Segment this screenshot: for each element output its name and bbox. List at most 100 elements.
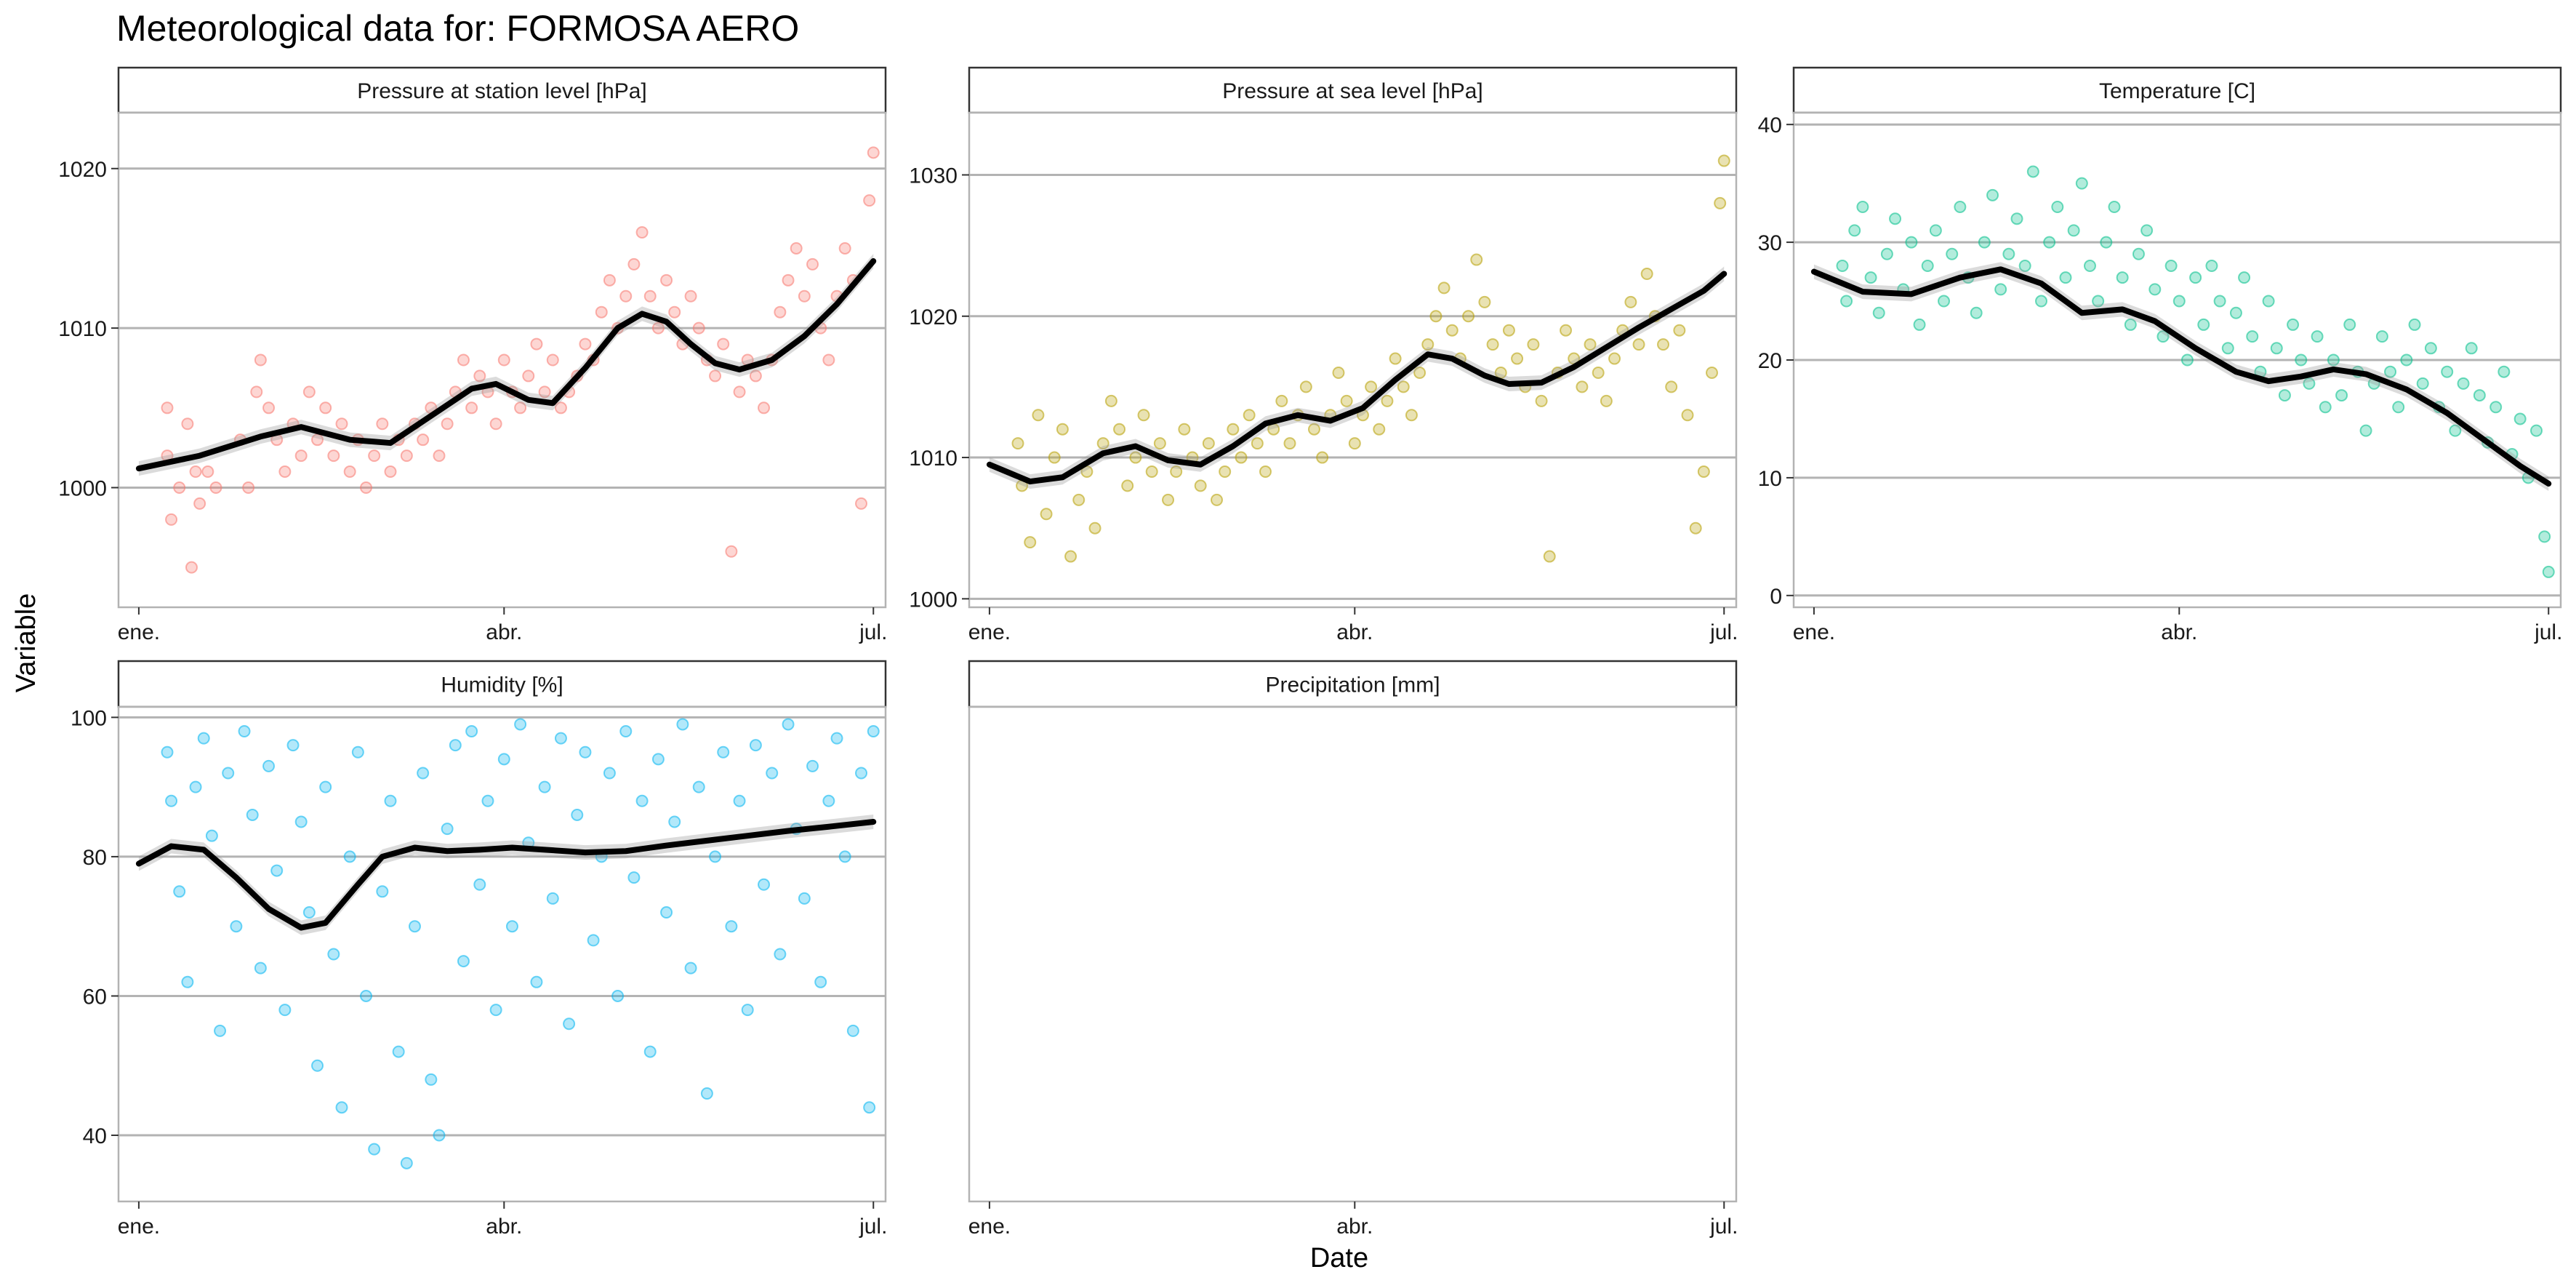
panel-2-point [1104, 394, 1118, 407]
panel-2-point [1584, 338, 1597, 351]
panel-4-point [806, 759, 819, 772]
panel-4-point [627, 871, 641, 884]
panel-4-point [457, 955, 470, 968]
panel-4-point [700, 1087, 713, 1100]
panel-3-point [2043, 236, 2056, 249]
panel-2-point [1235, 451, 1248, 464]
panel-4-point [814, 975, 827, 988]
panel-3-y-tick-label: 40 [1758, 113, 1782, 137]
panel-4-point [327, 948, 340, 961]
panel-2-point [1365, 380, 1378, 393]
panel-3-point [2327, 353, 2340, 367]
panel-2-point [1511, 352, 1524, 365]
x-axis-title: Date [1310, 1243, 1368, 1273]
panel-1-point [161, 401, 174, 415]
panel-3-point [1872, 306, 1885, 319]
panel-1-x-tick-label: jul. [859, 620, 887, 644]
panel-2-point [1576, 380, 1589, 393]
panel-2-point [1178, 423, 1191, 436]
panel-2-point [1113, 423, 1126, 436]
panel-1-trend-line [135, 258, 877, 472]
panel-4-strip [117, 660, 887, 708]
panel-2-point [1275, 394, 1288, 407]
panel-3-point [2416, 377, 2429, 390]
panel-3-point [1880, 247, 1893, 260]
panel-2-x-tick-label: abr. [1336, 620, 1373, 644]
panel-1-point [749, 369, 762, 383]
panel-3-point [2124, 318, 2137, 331]
panel-1-point [867, 146, 880, 159]
panel-4-point [554, 732, 567, 745]
panel-3-y-tick-label: 20 [1758, 349, 1782, 373]
panel-5: Precipitation [mm] ene. abr. jul. [968, 660, 1738, 1239]
panel-1-point [514, 401, 527, 415]
panel-4-x-tick-label: abr. [486, 1215, 522, 1239]
panel-4-plot-area [117, 705, 887, 1203]
panel-3-y-tick-label: 0 [1770, 585, 1782, 609]
panel-3-point [2059, 271, 2072, 284]
panel-4-point [400, 1156, 413, 1169]
panel-3-point [2303, 377, 2316, 390]
panel-1-point [384, 465, 397, 479]
panel-4-point [863, 1101, 876, 1114]
panel-3: Temperature [C] 0 10 20 30 40 ene. abr. jul. [1758, 66, 2562, 644]
panel-4-point [368, 1143, 381, 1156]
panel-4-point [270, 864, 284, 877]
panel-3-point [2132, 247, 2145, 260]
panel-3-point [2051, 201, 2064, 214]
panel-1-point [554, 401, 567, 415]
panel-2-point [1445, 324, 1458, 337]
panel-1-point [790, 241, 803, 255]
panel-4-y-tick-label: 40 [83, 1124, 107, 1148]
panel-2-point [1697, 465, 1710, 478]
panel-3-point [2018, 259, 2031, 272]
panel-4-y-tick-label: 60 [83, 985, 107, 1009]
panel-3-point [2457, 377, 2470, 390]
panel-2-point [1429, 310, 1443, 323]
panel-1-point [254, 353, 267, 367]
figure-title: Meteorological data for: FORMOSA AERO [116, 8, 799, 49]
panel-4-point [660, 906, 673, 919]
panel-1-point [417, 433, 430, 447]
panel-3-point [2229, 306, 2242, 319]
panel-1-point [327, 449, 340, 463]
panel-2-point [1608, 352, 1621, 365]
panel-3-point [2100, 236, 2113, 249]
panel-3-point [1864, 271, 1877, 284]
panel-4-point [855, 767, 868, 780]
panel-3-point [2311, 330, 2324, 343]
panel-4-point [676, 718, 689, 731]
panel-2-point [1478, 295, 1491, 308]
panel-3-point [2075, 177, 2088, 190]
panel-4-point [433, 1129, 446, 1142]
panel-1-point [798, 289, 811, 303]
panel-3-point [2026, 165, 2039, 178]
panel-1-point [668, 305, 681, 319]
panel-3-point [1840, 295, 1853, 308]
panel-4-point [684, 961, 697, 975]
panel-4-point [376, 885, 389, 898]
panel-4-point [530, 975, 543, 988]
panel-3-point [2343, 318, 2356, 331]
panel-3-point [1929, 224, 1942, 237]
panel-3-point [2035, 295, 2048, 308]
panel-2-point [1706, 366, 1719, 379]
panel-4-point [603, 767, 616, 780]
panel-1-point [627, 257, 641, 271]
panel-1-point [733, 385, 746, 399]
panel-3-point [1848, 224, 1861, 237]
panel-4-point [782, 718, 795, 731]
panel-2-point [1717, 154, 1730, 167]
panel-2-x-tick-label: ene. [968, 620, 1011, 644]
panel-4-point [579, 745, 592, 759]
panel-2-point [1011, 437, 1024, 450]
panel-1-point [189, 465, 202, 479]
panel-2-point [1040, 508, 1053, 521]
panel-1-point [433, 449, 446, 463]
panel-2-point [1470, 253, 1483, 266]
panel-1-point [473, 369, 486, 383]
panel-1-point [538, 385, 551, 399]
panel-3-point [2213, 295, 2226, 308]
panel-1-point [619, 289, 633, 303]
panel-1-point [278, 465, 292, 479]
